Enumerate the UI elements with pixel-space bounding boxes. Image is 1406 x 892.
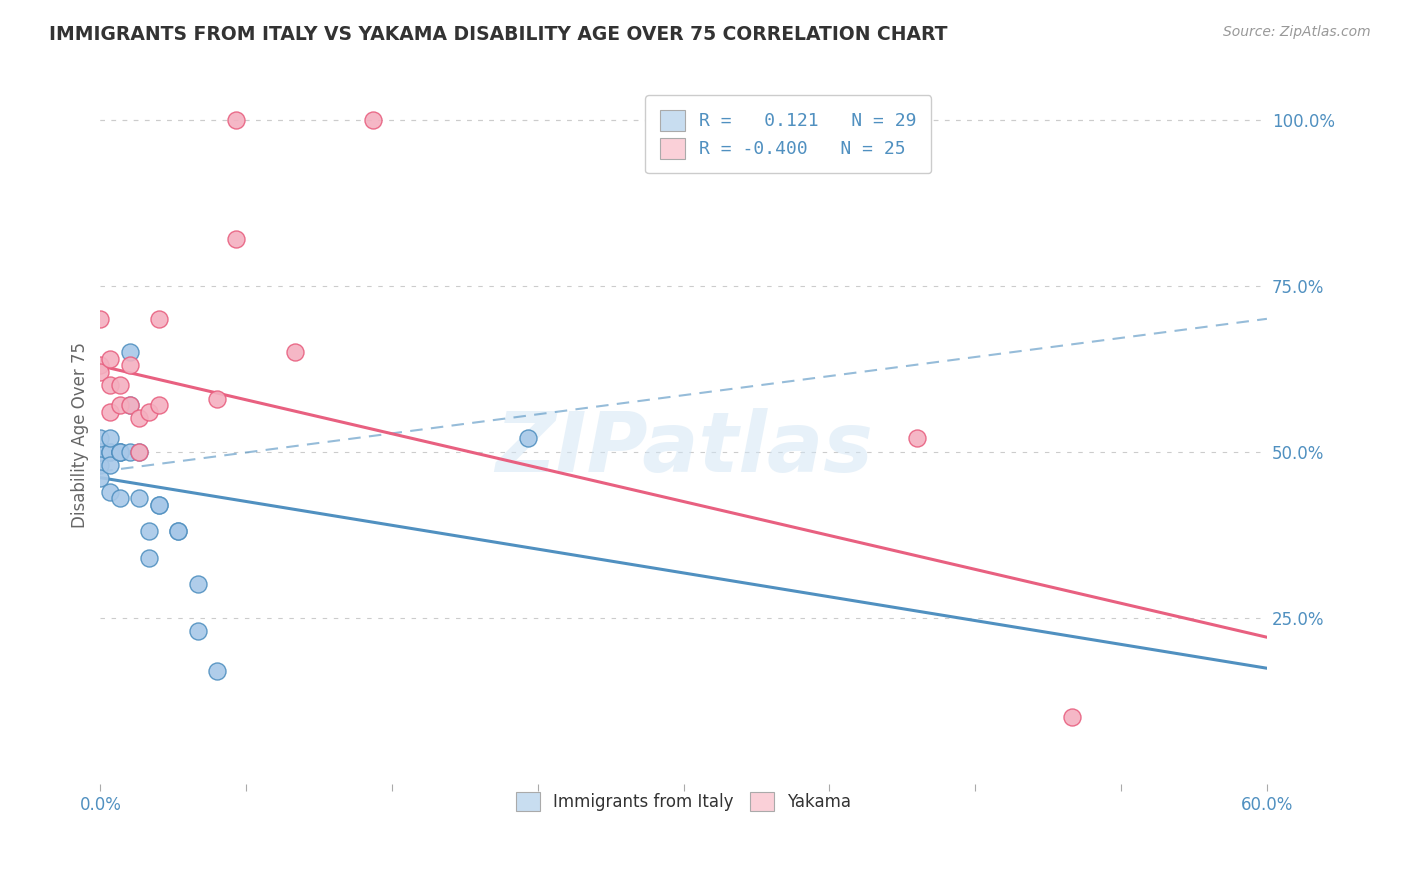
Point	[108, 398, 131, 412]
Point	[148, 398, 170, 412]
Point	[108, 444, 131, 458]
Point	[138, 550, 160, 565]
Point	[118, 398, 141, 412]
Point	[138, 524, 160, 539]
Point	[361, 112, 384, 127]
Point	[89, 471, 111, 485]
Point	[138, 405, 160, 419]
Point	[89, 311, 111, 326]
Point	[148, 311, 170, 326]
Point	[89, 431, 111, 445]
Point	[89, 458, 111, 472]
Point	[769, 112, 792, 127]
Point	[128, 411, 150, 425]
Point	[128, 444, 150, 458]
Point	[108, 444, 131, 458]
Point	[118, 398, 141, 412]
Text: ZIPatlas: ZIPatlas	[495, 409, 873, 490]
Point	[225, 232, 247, 246]
Point	[118, 345, 141, 359]
Point	[98, 458, 121, 472]
Point	[98, 405, 121, 419]
Point	[118, 359, 141, 373]
Point	[148, 498, 170, 512]
Point	[167, 524, 190, 539]
Point	[672, 112, 695, 127]
Point	[225, 112, 247, 127]
Point	[108, 491, 131, 505]
Point	[98, 444, 121, 458]
Point	[89, 359, 111, 373]
Point	[118, 444, 141, 458]
Point	[187, 577, 209, 591]
Point	[98, 378, 121, 392]
Point	[284, 345, 307, 359]
Point	[89, 365, 111, 379]
Point	[108, 444, 131, 458]
Text: Source: ZipAtlas.com: Source: ZipAtlas.com	[1223, 25, 1371, 39]
Point	[148, 498, 170, 512]
Text: IMMIGRANTS FROM ITALY VS YAKAMA DISABILITY AGE OVER 75 CORRELATION CHART: IMMIGRANTS FROM ITALY VS YAKAMA DISABILI…	[49, 25, 948, 44]
Point	[89, 444, 111, 458]
Point	[128, 491, 150, 505]
Point	[98, 484, 121, 499]
Point	[98, 351, 121, 366]
Point	[108, 378, 131, 392]
Point	[905, 431, 928, 445]
Point	[205, 392, 228, 406]
Point	[517, 431, 540, 445]
Point	[128, 444, 150, 458]
Point	[187, 624, 209, 638]
Point	[98, 431, 121, 445]
Point	[167, 524, 190, 539]
Y-axis label: Disability Age Over 75: Disability Age Over 75	[72, 342, 89, 528]
Point	[1062, 710, 1084, 724]
Legend: Immigrants from Italy, Yakama: Immigrants from Italy, Yakama	[503, 779, 865, 824]
Point	[98, 444, 121, 458]
Point	[89, 444, 111, 458]
Point	[205, 664, 228, 678]
